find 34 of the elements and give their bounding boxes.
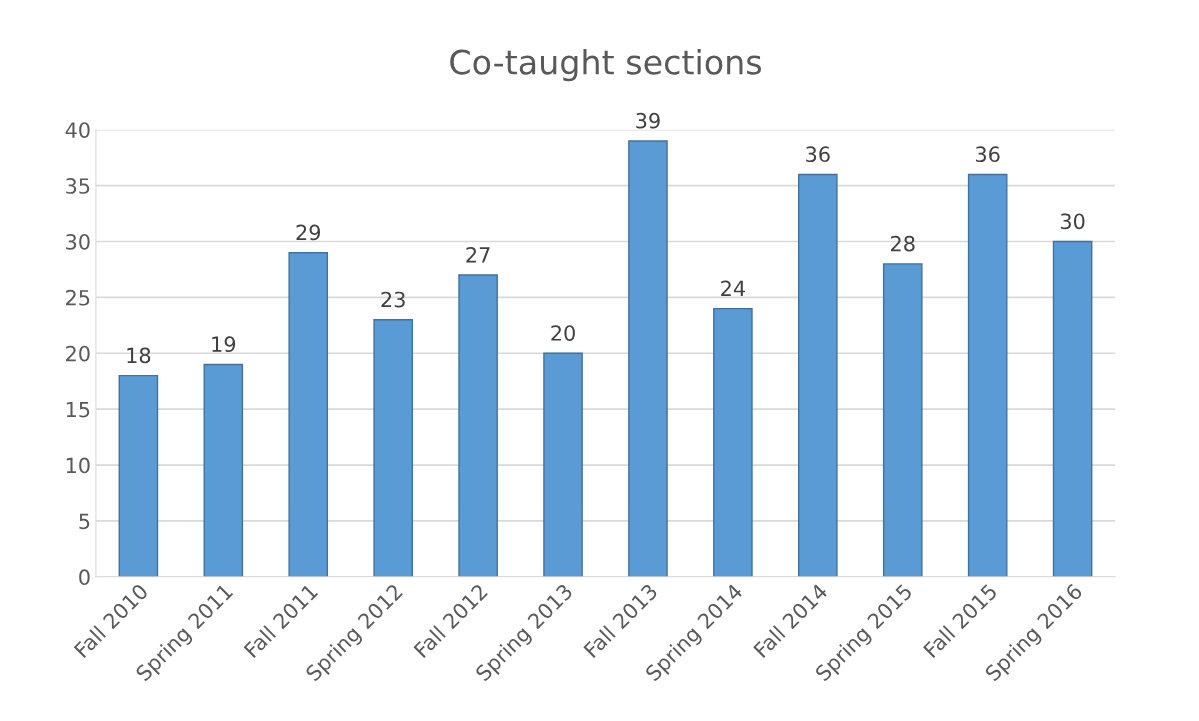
y-tick-label: 5 bbox=[79, 513, 90, 530]
data-label: 24 bbox=[721, 280, 745, 296]
chart-title: Co-taught sections bbox=[450, 48, 762, 82]
data-label: 23 bbox=[381, 291, 405, 308]
y-tick-label: 40 bbox=[65, 122, 90, 138]
data-label: 19 bbox=[212, 336, 236, 353]
y-tick-label: 10 bbox=[66, 457, 90, 474]
bar bbox=[1052, 240, 1093, 577]
data-label: 39 bbox=[636, 112, 660, 129]
bar bbox=[967, 173, 1008, 577]
bar bbox=[713, 307, 753, 577]
bar bbox=[373, 319, 413, 577]
y-tick-label: 0 bbox=[79, 569, 90, 586]
data-label: 29 bbox=[296, 224, 321, 241]
bar bbox=[288, 252, 329, 577]
data-label: 20 bbox=[551, 325, 575, 341]
data-label: 36 bbox=[806, 146, 830, 163]
bar bbox=[882, 263, 923, 577]
bar bbox=[798, 173, 838, 577]
data-label: 18 bbox=[127, 347, 151, 364]
data-label: 30 bbox=[1060, 213, 1085, 230]
data-label: 28 bbox=[891, 235, 915, 252]
y-tick-label: 20 bbox=[66, 345, 90, 362]
y-tick-label: 15 bbox=[66, 401, 90, 418]
bar bbox=[458, 274, 498, 577]
y-tick-label: 30 bbox=[66, 233, 90, 250]
bar bbox=[203, 363, 244, 577]
data-label: 27 bbox=[466, 246, 490, 263]
bar bbox=[628, 140, 668, 577]
bar bbox=[118, 374, 159, 577]
y-tick-label: 25 bbox=[66, 289, 90, 306]
y-tick-label: 35 bbox=[66, 178, 90, 194]
data-label: 36 bbox=[976, 146, 1000, 163]
bar bbox=[543, 352, 583, 577]
